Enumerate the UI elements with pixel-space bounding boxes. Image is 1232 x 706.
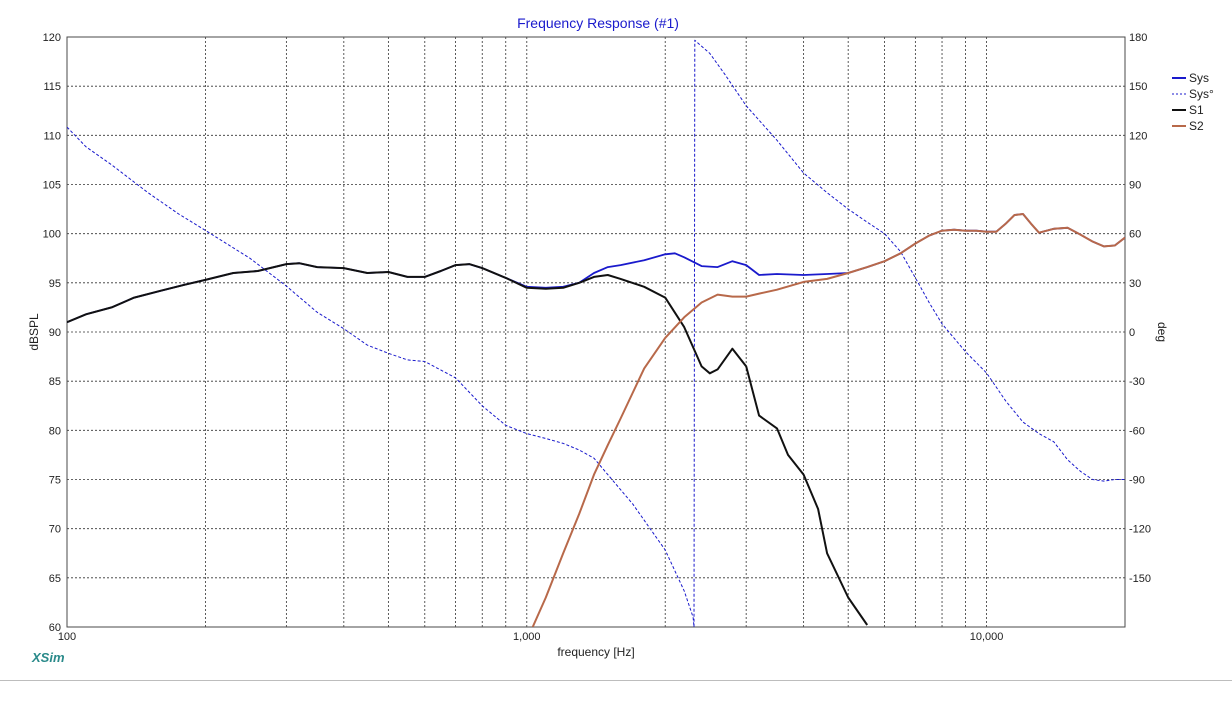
- right-axis-ticks: -150 -120 -90 -60 -30 0 30 60 90 120 150 180: [1129, 32, 1151, 585]
- y-tick-label: 80: [49, 425, 61, 437]
- chart-title: Frequency Response (#1): [517, 15, 679, 31]
- x-tick-label: 1,000: [513, 631, 541, 643]
- xsim-logo: XSim: [31, 650, 65, 665]
- series-line-s2: [531, 213, 1125, 627]
- frequency-response-chart: Frequency Response (#1) 60 65 70 75 80 85 90 95…: [27, 15, 1214, 665]
- series-lines: [67, 39, 1125, 627]
- y-tick-label: 105: [43, 180, 61, 192]
- y-tick-label: 120: [43, 32, 61, 44]
- y-tick-label: 60: [49, 622, 61, 634]
- grid-lines: [67, 37, 1125, 627]
- x-tick-label: 100: [58, 631, 76, 643]
- y2-tick-label: -60: [1129, 425, 1145, 437]
- series-line-sys: [67, 39, 1125, 627]
- y2-tick-label: 150: [1129, 81, 1147, 93]
- x-tick-label: 10,000: [970, 631, 1004, 643]
- plot-frame: [66, 36, 1126, 628]
- y-tick-label: 100: [43, 229, 61, 241]
- legend-label: Sys: [1189, 71, 1209, 85]
- y2-tick-label: -150: [1129, 573, 1151, 585]
- y-tick-label: 85: [49, 376, 61, 388]
- y-tick-label: 115: [43, 81, 61, 93]
- y2-axis-label: deg: [1155, 322, 1169, 342]
- legend-label: S2: [1189, 119, 1204, 133]
- chart-legend: Sys Sys° S1 S2: [1172, 71, 1214, 133]
- left-axis-ticks: 60 65 70 75 80 85 90 95 100 105 110 115 120: [43, 32, 61, 634]
- y-tick-label: 65: [49, 573, 61, 585]
- y-tick-label: 75: [49, 475, 61, 487]
- x-axis-ticks: 100 1,000 10,000: [58, 631, 1004, 643]
- y2-tick-label: -30: [1129, 376, 1145, 388]
- series-line-s1: [67, 262, 869, 626]
- y2-tick-label: 60: [1129, 229, 1141, 241]
- y-axis-label: dBSPL: [27, 313, 41, 351]
- y-tick-label: 70: [49, 524, 61, 536]
- y2-tick-label: 90: [1129, 180, 1141, 192]
- y2-tick-label: 0: [1129, 327, 1135, 339]
- legend-label: Sys°: [1189, 87, 1214, 101]
- legend-label: S1: [1189, 103, 1204, 117]
- y2-tick-label: -120: [1129, 524, 1151, 536]
- y2-tick-label: 30: [1129, 278, 1141, 290]
- y2-tick-label: 120: [1129, 130, 1147, 142]
- x-axis-label: frequency [Hz]: [557, 645, 634, 659]
- y2-tick-label: -90: [1129, 475, 1145, 487]
- y2-tick-label: 180: [1129, 32, 1147, 44]
- y-tick-label: 90: [49, 327, 61, 339]
- y-tick-label: 110: [43, 130, 61, 142]
- footer-divider: [0, 680, 1232, 681]
- y-tick-label: 95: [49, 278, 61, 290]
